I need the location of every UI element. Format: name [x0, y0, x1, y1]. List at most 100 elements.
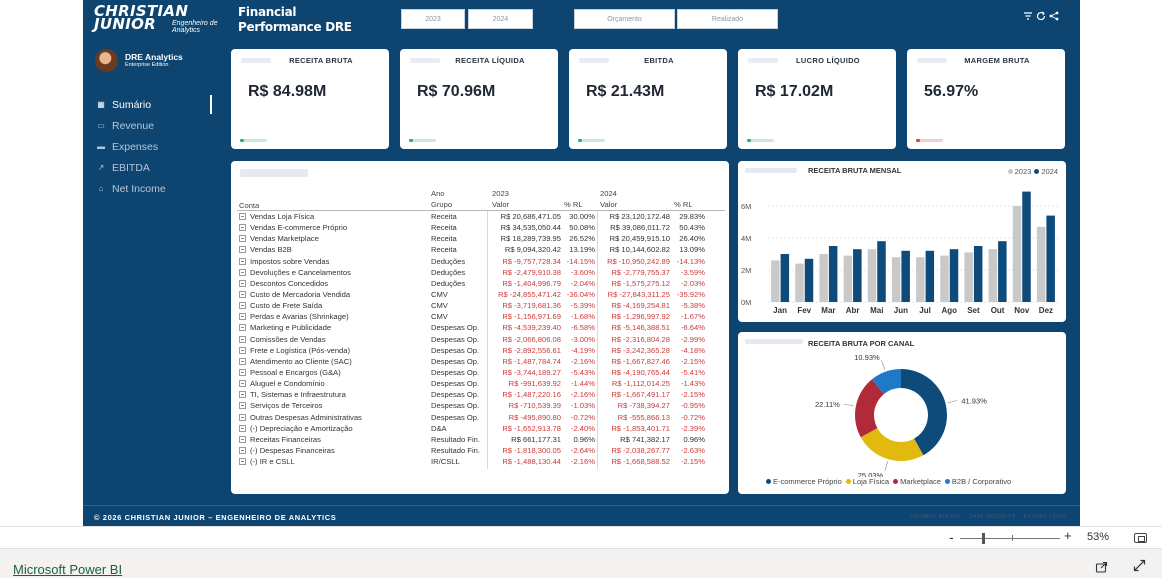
year-slicer-2024[interactable]: 2024	[468, 9, 533, 29]
legend-item[interactable]: Loja Física	[845, 477, 889, 486]
table-row[interactable]: Perdas e Avarias (Shrinkage) CMV R$ -1,156…	[237, 311, 725, 322]
bar-2023-dez[interactable]	[1036, 226, 1046, 302]
expand-icon[interactable]	[239, 446, 246, 454]
expand-icon[interactable]	[239, 235, 246, 243]
sidebar-item-net-income[interactable]: ⌂ Net Income	[83, 178, 212, 199]
expand-icon[interactable]	[239, 246, 246, 254]
bar-2023-jul[interactable]	[916, 257, 925, 302]
expand-icon[interactable]	[239, 213, 246, 220]
table-row[interactable]: Marketing e Publicidade Despesas Op. R$ -4…	[237, 322, 725, 333]
bar-2023-jun[interactable]	[891, 257, 901, 302]
zoom-slider[interactable]	[960, 538, 1060, 539]
table-row[interactable]: (-) Despesas Financeiras Resultado Fin. R$…	[237, 445, 725, 456]
expand-icon[interactable]	[239, 391, 246, 399]
legend-item[interactable]: B2B / Corporativo	[944, 477, 1011, 486]
table-row[interactable]: Vendas E-commerce Próprio Receita R$ 34,53…	[237, 222, 725, 233]
zoom-slider-thumb[interactable]	[982, 533, 985, 544]
table-row[interactable]: Vendas B2B Receita R$ 9,094,320.42 13.19% R$…	[237, 244, 725, 255]
legend-item-2023[interactable]: 2023	[1007, 167, 1031, 176]
slice-loja-f-sica[interactable]	[860, 428, 924, 461]
expand-icon[interactable]	[239, 335, 246, 343]
table-row[interactable]: TI, Sistemas e Infraestrutura Despesas Op…	[237, 389, 725, 400]
legend-item-2024[interactable]: 2024	[1034, 167, 1058, 176]
sidebar-item-ebitda[interactable]: ↗ EBITDA	[83, 157, 212, 178]
bar-2023-nov[interactable]	[1012, 206, 1022, 302]
zoom-in-button[interactable]: +	[1064, 528, 1072, 543]
bar-2024-out[interactable]	[998, 241, 1007, 302]
table-row[interactable]: Custo de Mercadoria Vendida CMV R$ -24,855…	[237, 289, 725, 300]
table-row[interactable]: Frete e Logística (Pós-venda) Despesas Op…	[237, 345, 725, 356]
table-row[interactable]: Outras Despesas Administrativas Despesas …	[237, 412, 725, 423]
bar-2024-jan[interactable]	[780, 254, 790, 302]
table-row[interactable]: Comissões de Vendas Despesas Op. R$ -2,066…	[237, 334, 725, 345]
share-icon[interactable]	[1049, 11, 1059, 24]
power-bi-link[interactable]: Microsoft Power BI	[13, 562, 123, 577]
table-row[interactable]: Receitas Financeiras Resultado Fin. R$ 661…	[237, 434, 725, 445]
table-row[interactable]: Custo de Frete Saída CMV R$ -3,719,681.36-…	[237, 300, 725, 311]
expand-icon[interactable]	[239, 257, 246, 265]
expand-icon[interactable]	[239, 424, 246, 432]
sidebar-item-sumario[interactable]: ▦ Sumário	[83, 94, 212, 115]
bar-2023-mai[interactable]	[867, 249, 877, 302]
expand-icon[interactable]	[239, 402, 246, 410]
table-row[interactable]: Aluguel e Condomínio Despesas Op. R$ -991,…	[237, 378, 725, 389]
bar-2024-mai[interactable]	[877, 241, 886, 302]
fit-to-page-icon[interactable]	[1134, 533, 1147, 543]
expand-icon[interactable]	[239, 380, 246, 388]
expand-icon[interactable]	[239, 313, 246, 321]
bar-2023-jan[interactable]	[771, 260, 780, 302]
table-row[interactable]: Vendas Loja Física Receita R$ 20,686,471.0…	[237, 211, 725, 222]
bar-2023-mar[interactable]	[819, 254, 828, 302]
zoom-out-button[interactable]: -	[949, 529, 954, 545]
fullscreen-icon[interactable]	[1133, 559, 1146, 575]
expand-icon[interactable]	[239, 290, 246, 298]
refresh-icon[interactable]	[1036, 11, 1046, 24]
data-security-link[interactable]: DATA SECURITY	[968, 514, 1016, 520]
table-row[interactable]: (-) IR e CSLL IR/CSLL R$ -1,488,130.44 -2.1…	[237, 456, 725, 467]
table-row[interactable]: Devoluções e Cancelamentos Deduções R$ -2,…	[237, 267, 725, 278]
bar-2023-set[interactable]	[964, 252, 973, 302]
filter-icon[interactable]	[1023, 11, 1033, 24]
expand-icon[interactable]	[239, 302, 246, 310]
table-row[interactable]: Atendimento ao Cliente (SAC) Despesas Op.…	[237, 356, 725, 367]
expand-icon[interactable]	[239, 368, 246, 376]
bar-2023-fev[interactable]	[795, 263, 804, 302]
slice-b2b-corporativo[interactable]	[871, 369, 901, 395]
bar-2024-ago[interactable]	[949, 249, 959, 302]
share-icon[interactable]	[1095, 560, 1108, 576]
expand-icon[interactable]	[239, 435, 246, 443]
legend-item[interactable]: Marketplace	[893, 477, 941, 486]
monthly-revenue-chart[interactable]: 0M 2M 4M 6M Jan Fev Mar Abr Mai Jun Jul Ago Set Out No…	[738, 179, 1066, 322]
expand-icon[interactable]	[239, 346, 246, 354]
sidebar-item-revenue[interactable]: ▭ Revenue	[83, 115, 212, 136]
dre-matrix[interactable]: Conta Ano Grupo 2023 Valor % RL 2024 Val…	[237, 187, 725, 469]
bar-2024-jun[interactable]	[901, 250, 910, 302]
expand-icon[interactable]	[239, 279, 246, 287]
slice-marketplace[interactable]	[855, 379, 884, 438]
bar-2023-out[interactable]	[988, 249, 998, 302]
bar-2024-mar[interactable]	[828, 246, 838, 302]
export-logs-link[interactable]: EXPORT LOGS	[1023, 514, 1066, 520]
scenario-slicer-realizado[interactable]: Realizado	[677, 9, 778, 29]
bar-2024-fev[interactable]	[804, 258, 814, 302]
table-row[interactable]: Vendas Marketplace Receita R$ 18,289,739.9…	[237, 233, 725, 244]
bar-2024-nov[interactable]	[1022, 191, 1031, 302]
expand-icon[interactable]	[239, 268, 246, 276]
bar-2024-dez[interactable]	[1046, 215, 1055, 302]
expand-icon[interactable]	[239, 413, 246, 421]
bar-2024-abr[interactable]	[853, 249, 862, 302]
expand-icon[interactable]	[239, 458, 246, 466]
scenario-slicer-orcamento[interactable]: Orçamento	[574, 9, 675, 29]
expand-icon[interactable]	[239, 357, 246, 365]
channel-revenue-donut[interactable]: 41.93% 25.03% 22.11% 10.93%	[738, 332, 1066, 477]
slice-e-commerce-pr-prio[interactable]	[901, 369, 947, 456]
bar-2023-abr[interactable]	[843, 255, 853, 302]
sidebar-item-expenses[interactable]: ▬ Expenses	[83, 136, 212, 157]
expand-icon[interactable]	[239, 224, 246, 232]
legend-item[interactable]: E-commerce Próprio	[766, 477, 842, 486]
table-row[interactable]: Serviços de Terceiros Despesas Op. R$ -710…	[237, 400, 725, 411]
bar-2023-ago[interactable]	[940, 255, 949, 302]
privacy-policy-link[interactable]: PRIVACY POLICY	[911, 514, 961, 520]
expand-icon[interactable]	[239, 324, 246, 332]
table-row[interactable]: (-) Depreciação e Amortização D&A R$ -1,65…	[237, 423, 725, 434]
